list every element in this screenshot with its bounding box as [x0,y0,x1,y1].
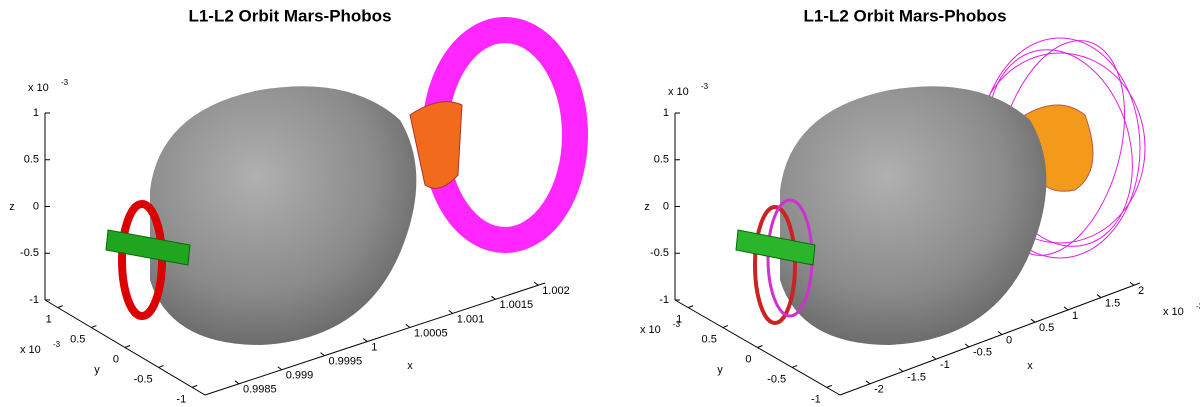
z-tick-label: 0 [33,200,39,212]
z-axis-label: z [644,201,650,213]
orbit-l1-band [105,229,191,266]
z-tick-label: -1 [659,294,669,306]
axis-multiplier-exponent: -3 [701,82,709,91]
x-tick-label: 0.999 [286,370,314,382]
axis-line [791,364,798,368]
axis-line [997,331,1003,335]
axis-line [448,309,454,314]
axis-line [362,338,368,342]
x-tick-label: -2 [874,384,884,396]
axis-line [722,325,729,329]
z-tick-label: 0.5 [24,154,39,166]
orbit-l1-band [735,229,816,266]
axis-line [320,352,325,357]
axis-multiplier: x 10 [668,86,689,98]
axis-line [124,345,131,348]
axis-line [931,355,937,360]
x-tick-label: 0.9995 [328,356,362,368]
axis-line [826,384,832,388]
axis-multiplier-exponent: -3 [1196,302,1200,311]
x-tick-label: -1.5 [907,371,926,383]
axis-line [1030,318,1036,323]
y-tick-label: 0.5 [702,333,717,345]
axis-line [839,282,1141,396]
axis-line [277,366,283,371]
z-tick-label: 0 [663,200,669,212]
scene-right [735,37,1146,345]
y-axis-label: y [94,364,100,376]
axis-line [1063,306,1069,311]
z-tick-label: -0.5 [20,247,39,259]
x-tick-label: 0 [1006,334,1012,346]
x-tick-label: 2 [1138,285,1144,297]
scene-left [105,17,588,345]
orbit-l1 [753,205,797,325]
y-tick-label: -0.5 [134,373,153,385]
y-tick-label: 0 [113,353,119,365]
y-axis-label: y [717,364,723,376]
y-tick-label: -0.5 [767,373,786,385]
chart-title: L1-L2 Orbit Mars-Phobos [188,6,391,25]
axis-line [1129,281,1135,286]
x-tick-label: 1 [1072,310,1078,322]
axis-multiplier: x 10 [1163,306,1184,318]
axis-line [91,325,97,329]
y-tick-label: 1 [676,314,682,326]
x-tick-label: 0.5 [1039,322,1054,334]
x-tick-label: -1 [940,359,950,371]
x-tick-label: 1.5 [1105,297,1120,309]
z-tick-label: 0.5 [654,154,669,166]
x-tick-label: 1.0015 [499,299,533,311]
axis-line [688,305,694,309]
x-tick-label: 1.001 [457,313,485,325]
y-tick-label: -1 [176,393,186,405]
y-tick-label: 1 [46,314,52,326]
x-tick-label: 1.0005 [414,327,448,339]
axis-line [533,281,539,286]
z-tick-label: 1 [33,107,39,119]
axis-line [158,364,164,368]
x-tick-label: 0.9985 [243,384,277,396]
axis-multiplier-exponent: -3 [53,340,61,349]
x-axis-label: x [407,360,413,372]
axis-multiplier: x 10 [28,82,49,94]
axis-multiplier-exponent: -3 [61,78,69,87]
phobos [780,86,1047,345]
y-tick-label: 0 [745,353,751,365]
x-tick-label: -0.5 [973,347,992,359]
axis-multiplier: x 10 [640,324,661,336]
axis-line [757,345,763,348]
axis-multiplier-exponent: -3 [673,320,681,329]
axis-line [234,380,240,385]
z-tick-label: -0.5 [650,247,669,259]
x-tick-label: 1.002 [542,285,570,297]
axis-line [865,380,871,385]
y-tick-label: 0.5 [70,333,85,345]
axis-line [204,282,546,396]
phobos [150,86,417,345]
axis-line [1096,294,1102,298]
axis-line [898,368,904,372]
z-tick-label: 1 [663,107,669,119]
x-axis-label: x [1027,360,1033,372]
x-tick-label: 1 [371,341,377,353]
orbit-l2-inner [409,101,463,189]
axis-line [491,295,496,300]
axis-multiplier: x 10 [20,344,41,356]
axis-line [57,305,63,309]
axis-line [964,343,970,348]
z-tick-label: -1 [29,294,39,306]
axis-line [192,384,198,388]
axis-line [405,324,411,328]
y-tick-label: -1 [811,393,821,405]
chart-title: L1-L2 Orbit Mars-Phobos [803,6,1006,25]
z-axis-label: z [9,201,15,213]
